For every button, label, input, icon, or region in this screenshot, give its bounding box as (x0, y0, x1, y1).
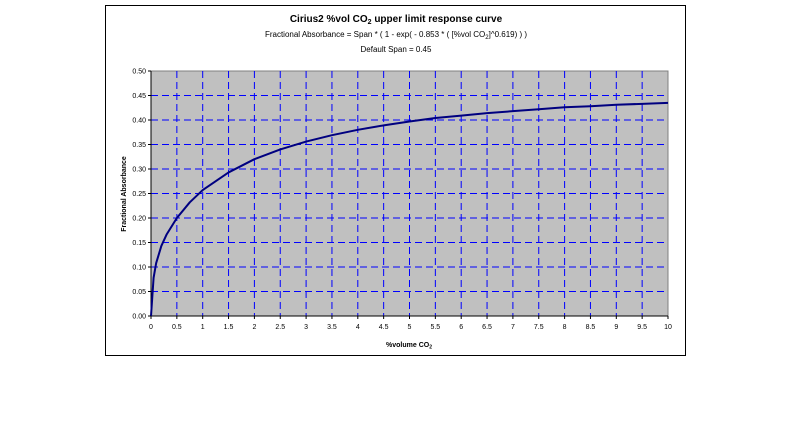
y-tick-label: 0.25 (132, 191, 146, 198)
plot-area (150, 70, 669, 317)
series-line (150, 101, 669, 317)
y-tick-label: 0.35 (132, 142, 146, 149)
y-tick-label: 0.10 (132, 265, 146, 272)
x-tick-label: 1 (201, 324, 205, 331)
y-axis-label: Fractional Absorbance (121, 156, 128, 232)
x-axis-ticks: 0 0.5 1 1.5 2 2.5 3 3.5 4 4.5 5 5.5 6 6.5 7 7.5 8 8.5 9 9.5… (149, 316, 672, 331)
chart-subtitle: Fractional Absorbance = Span * ( 1 - exp… (265, 30, 527, 41)
y-tick-label: 0.15 (132, 240, 146, 247)
chart: Cirius2 %vol CO2 upper limit response cu… (121, 14, 672, 351)
x-tick-label: 1.5 (224, 324, 234, 331)
x-tick-label: 2.5 (275, 324, 285, 331)
x-tick-label: 5.5 (430, 324, 440, 331)
y-tick-label: 0.30 (132, 167, 146, 174)
y-tick-label: 0.20 (132, 216, 146, 223)
chart-note: Default Span = 0.45 (361, 45, 432, 54)
x-tick-label: 9.5 (637, 324, 647, 331)
y-tick-label: 0.05 (132, 289, 146, 296)
x-tick-label: 6 (459, 324, 463, 331)
y-axis-ticks: 0.00 0.05 0.10 0.15 0.20 0.25 0.30 0.35 0.40 0.45… (132, 69, 151, 321)
x-tick-label: 3 (304, 324, 308, 331)
x-tick-label: 8 (563, 324, 567, 331)
x-tick-label: 3.5 (327, 324, 337, 331)
x-tick-label: 2 (252, 324, 256, 331)
x-tick-label: 7 (511, 324, 515, 331)
x-axis-label: %volume CO2 (386, 342, 432, 351)
x-tick-label: 8.5 (586, 324, 596, 331)
x-tick-label: 0.5 (172, 324, 182, 331)
x-tick-label: 5 (408, 324, 412, 331)
y-tick-label: 0.40 (132, 118, 146, 125)
y-tick-label: 0.00 (132, 314, 146, 321)
x-tick-label: 6.5 (482, 324, 492, 331)
chart-frame: Cirius2 %vol CO2 upper limit response cu… (105, 5, 686, 356)
x-tick-label: 10 (664, 324, 672, 331)
y-tick-label: 0.45 (132, 93, 146, 100)
x-tick-label: 4 (356, 324, 360, 331)
chart-title: Cirius2 %vol CO2 upper limit response cu… (290, 14, 503, 26)
x-tick-label: 0 (149, 324, 153, 331)
x-tick-label: 9 (614, 324, 618, 331)
x-tick-label: 7.5 (534, 324, 544, 331)
y-tick-label: 0.50 (132, 69, 146, 76)
x-tick-label: 4.5 (379, 324, 389, 331)
